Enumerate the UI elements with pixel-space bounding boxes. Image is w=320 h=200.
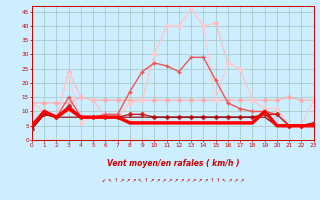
Text: ↙ ↖ ↑ ↗ ↗ ↗ ↖ ↑ ↗ ↗ ↗ ↗ ↗ ↗ ↗ ↗ ↗ ↗ ↑ ↑ ↖ ↗ ↗ ↗: ↙ ↖ ↑ ↗ ↗ ↗ ↖ ↑ ↗ ↗ ↗ ↗ ↗ ↗ ↗ ↗ ↗ ↗ ↑ ↑ … (102, 178, 244, 183)
X-axis label: Vent moyen/en rafales ( km/h ): Vent moyen/en rafales ( km/h ) (107, 159, 239, 168)
